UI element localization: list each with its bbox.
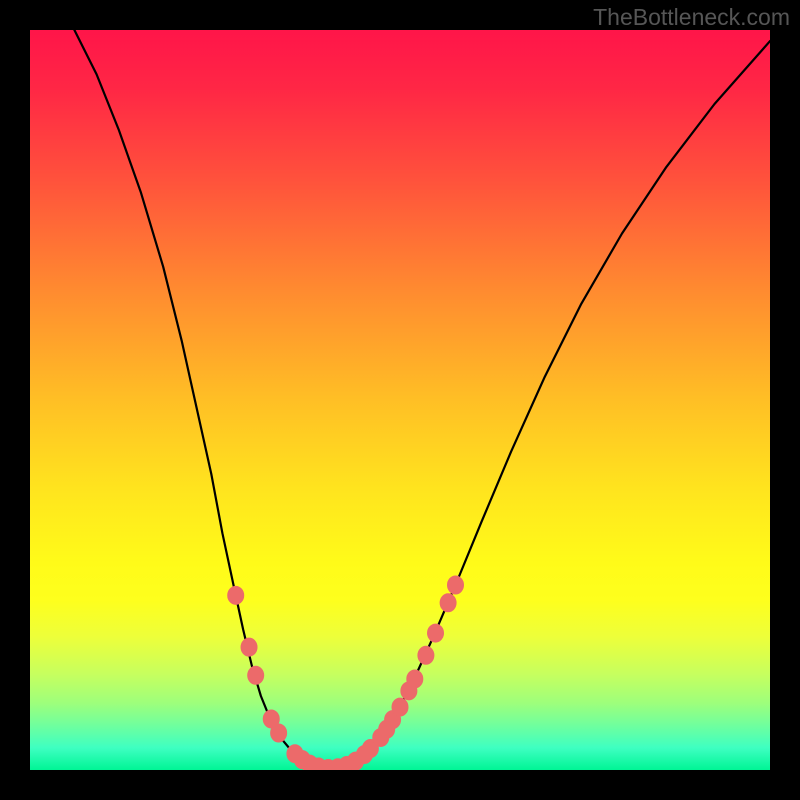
data-dot xyxy=(241,638,257,656)
dot-series-group xyxy=(228,576,464,770)
data-dot xyxy=(228,586,244,604)
data-dot xyxy=(407,670,423,688)
data-dot xyxy=(428,624,444,642)
data-dot xyxy=(448,576,464,594)
plot-area xyxy=(30,30,770,770)
data-dot xyxy=(271,724,287,742)
data-dot xyxy=(440,594,456,612)
data-dot xyxy=(418,646,434,664)
watermark-text: TheBottleneck.com xyxy=(593,4,790,31)
data-dot xyxy=(392,698,408,716)
chart-svg xyxy=(30,30,770,770)
data-dot xyxy=(248,666,264,684)
